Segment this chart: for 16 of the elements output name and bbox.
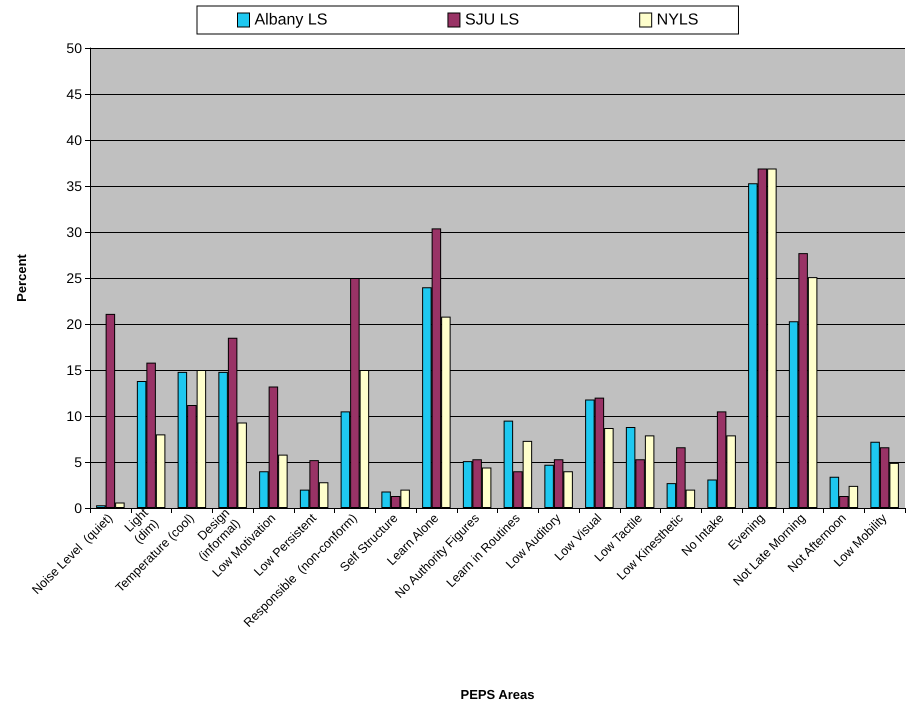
x-axis-title: PEPS Areas	[460, 687, 534, 702]
y-tick-label: 15	[66, 362, 82, 378]
legend-label: Albany LS	[254, 12, 328, 28]
y-tick-label: 35	[66, 178, 82, 194]
y-tick-label: 30	[66, 224, 82, 240]
legend-label: NYLS	[656, 12, 698, 28]
y-tick-label: 45	[66, 86, 82, 102]
y-tick-label: 10	[66, 408, 82, 424]
y-tick-label: 40	[66, 132, 82, 148]
legend-label: SJU LS	[464, 12, 520, 28]
y-tick-label: 25	[66, 270, 82, 286]
y-tick-label: 20	[66, 316, 82, 332]
y-tick-label: 50	[66, 40, 82, 56]
y-tick-label: 0	[74, 500, 82, 516]
y-axis-title: Percent	[14, 253, 29, 302]
y-tick-label: 5	[74, 454, 82, 470]
